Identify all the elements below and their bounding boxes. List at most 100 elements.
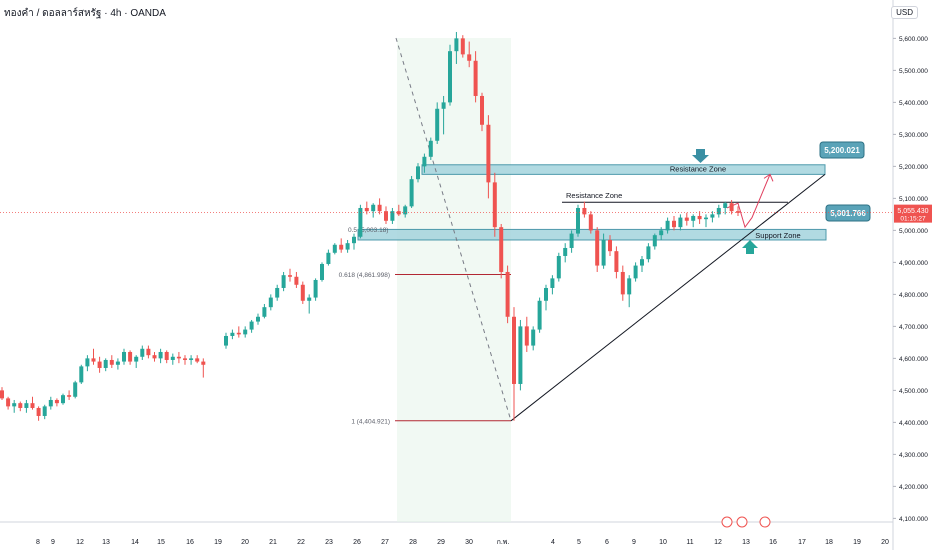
- symbol-title[interactable]: ทองคำ / ดอลลาร์สหรัฐ · 4h · OANDA: [4, 8, 166, 19]
- x-tick-label: 23: [325, 539, 333, 546]
- candle-body: [170, 356, 175, 360]
- candle-body: [36, 407, 41, 416]
- candle-body: [678, 217, 683, 228]
- candle-body: [556, 255, 561, 279]
- candle-body: [134, 356, 139, 362]
- x-tick-label: 22: [297, 539, 305, 546]
- x-tick-label: 28: [409, 539, 417, 546]
- uptrend-line: [510, 173, 826, 422]
- fib-trend-line: [395, 37, 512, 421]
- candle-body: [146, 348, 151, 356]
- candle-body: [480, 95, 484, 125]
- x-tick-label: 14: [131, 539, 139, 546]
- x-tick-label: 27: [381, 539, 389, 546]
- candle-body: [428, 140, 433, 157]
- candle-body: [582, 207, 587, 215]
- support-zone-label: Support Zone: [755, 231, 800, 240]
- candle-body: [512, 316, 516, 384]
- x-tick-label: 4: [551, 539, 555, 546]
- candle-body: [441, 102, 446, 109]
- candle-body: [409, 179, 414, 207]
- y-tick-label: 4,800.000: [899, 292, 928, 299]
- candle-body: [505, 271, 510, 317]
- candle-body: [281, 275, 286, 288]
- candle-body: [224, 335, 228, 346]
- x-tick-label: 18: [825, 539, 833, 546]
- candle-body: [42, 406, 47, 416]
- candle-body: [473, 60, 478, 96]
- countdown-label: 01:15:27: [900, 216, 926, 223]
- candle-body: [294, 276, 299, 285]
- candle-body: [633, 265, 638, 279]
- candle-body: [18, 403, 23, 408]
- y-tick-label: 4,900.000: [899, 260, 928, 267]
- candle-body: [91, 358, 96, 362]
- candle-body: [697, 215, 702, 220]
- candle-body: [563, 247, 568, 256]
- y-tick-label: 4,600.000: [899, 356, 928, 363]
- event-icon: [759, 516, 771, 528]
- candle-body: [236, 332, 241, 335]
- x-tick-label: 12: [76, 539, 84, 546]
- y-tick-label: 5,000.000: [899, 228, 928, 235]
- candle-body: [243, 329, 248, 335]
- candle-body: [67, 395, 72, 397]
- candle-body: [396, 211, 401, 215]
- candle-body: [103, 359, 108, 368]
- candle-body: [665, 220, 670, 231]
- candle-body: [0, 390, 4, 399]
- candle-body: [352, 236, 356, 244]
- down-arrow-icon: [692, 149, 709, 163]
- candle-body: [518, 326, 523, 384]
- candle-body: [716, 207, 721, 215]
- y-tick-label: 5,200.000: [899, 164, 928, 171]
- candle-body: [486, 124, 491, 183]
- candle-body: [288, 275, 292, 277]
- candle-body: [537, 300, 542, 330]
- x-tick-label: 13: [742, 539, 750, 546]
- candle-body: [326, 252, 331, 264]
- y-tick-label: 4,400.000: [899, 420, 928, 427]
- candle-body: [460, 38, 465, 55]
- candle-body: [140, 348, 145, 357]
- currency-label[interactable]: USD: [891, 6, 918, 19]
- x-tick-label: 29: [437, 539, 445, 546]
- candle-body: [524, 326, 529, 346]
- resistance-zone-lower-label: Resistance Zone: [566, 191, 622, 200]
- candle-body: [377, 204, 382, 212]
- price-5200-label: 5,200.021: [824, 146, 860, 155]
- candle-body: [736, 211, 740, 213]
- candle-body: [24, 403, 29, 408]
- x-tick-label: 6: [605, 539, 609, 546]
- candle-body: [256, 316, 260, 322]
- candle-body: [467, 54, 472, 61]
- fib-0618-label: 0.618 (4,861.998): [339, 272, 390, 279]
- candle-body: [183, 358, 187, 360]
- x-tick-label: 30: [465, 539, 473, 546]
- x-tick-label: ก.พ.: [497, 539, 510, 546]
- y-tick-label: 5,600.000: [899, 36, 928, 43]
- y-tick-label: 4,300.000: [899, 452, 928, 459]
- candle-body: [614, 251, 619, 272]
- candle-body: [640, 259, 644, 266]
- candle-body: [608, 239, 612, 252]
- candle-body: [435, 108, 440, 141]
- y-tick-label: 5,300.000: [899, 132, 928, 139]
- x-tick-label: 8: [36, 539, 40, 546]
- candle-body: [569, 233, 574, 248]
- candle-body: [307, 297, 312, 301]
- price-5200-label-box: [819, 141, 865, 159]
- x-tick-label: 11: [686, 539, 693, 546]
- candle-body: [195, 358, 200, 362]
- candle-body: [85, 358, 90, 367]
- candle-body: [164, 351, 169, 360]
- current-price-box: [894, 204, 932, 223]
- candle-body: [652, 235, 657, 247]
- candle-body: [79, 366, 84, 383]
- candle-body: [268, 297, 273, 308]
- candle-body: [201, 361, 206, 365]
- candle-body: [320, 263, 324, 280]
- x-tick-label: 9: [632, 539, 636, 546]
- candle-body: [454, 38, 459, 52]
